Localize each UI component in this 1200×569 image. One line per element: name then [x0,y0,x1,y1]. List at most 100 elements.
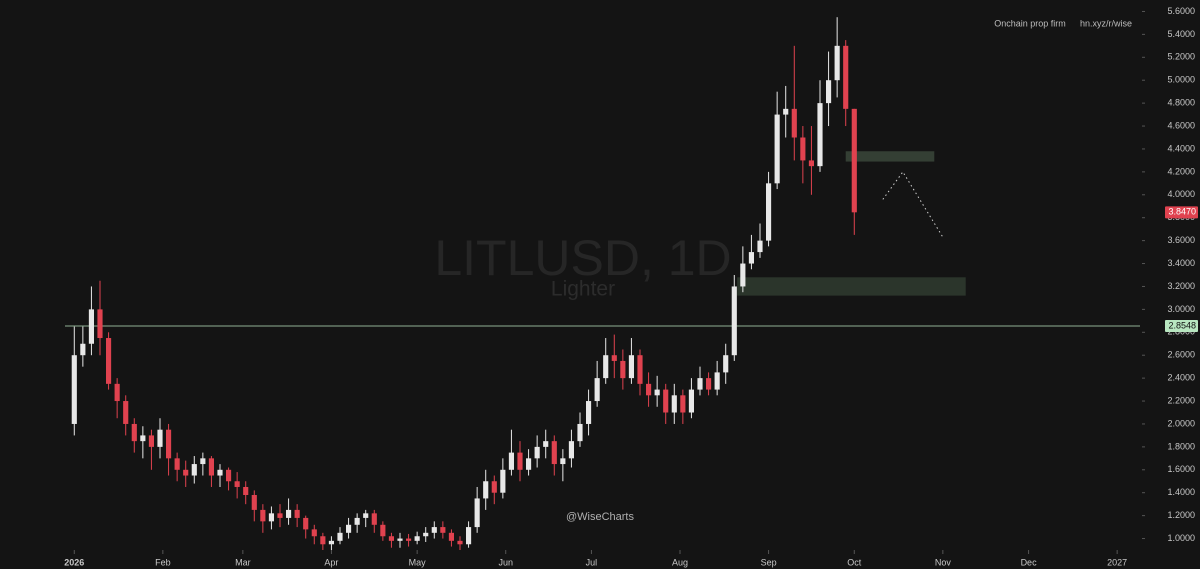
candle-body [594,378,600,402]
candle-body [740,263,746,287]
y-tick-label: 1.4000 [1167,487,1195,497]
candle-body [637,355,643,384]
candle-body [817,103,823,167]
projection-path [882,170,944,238]
candle-body [303,517,309,530]
candle-body [80,343,86,356]
candle-body [226,469,232,482]
candle-body [457,540,463,545]
candle-body [123,401,129,424]
candle-body [157,429,163,447]
candle-body [723,355,729,373]
y-tick-label: 5.2000 [1167,52,1195,62]
candle-body [697,378,703,390]
candle-body [251,495,257,510]
last-price-box [1165,206,1198,219]
candle-body [200,458,206,465]
candle-body [791,108,797,138]
candle-body [526,458,532,470]
y-tick-label: 1.2000 [1167,510,1195,520]
candle-body [431,527,437,533]
candle-body [757,240,763,253]
candle-body [243,486,249,495]
y-tick-label: 4.0000 [1167,189,1195,199]
x-tick-label: 2027 [1107,557,1127,567]
candle-body [834,45,840,81]
candle-body [97,309,103,339]
x-tick-label: Aug [672,557,688,567]
candle-body [843,45,849,109]
candle-body [851,108,857,213]
y-tick-label: 5.4000 [1167,29,1195,39]
author-tag: @WiseCharts [566,511,635,523]
y-tick-label: 2.0000 [1167,418,1195,428]
y-tick-label: 4.8000 [1167,98,1195,108]
x-tick-label: Apr [324,557,338,567]
x-tick-label: May [409,557,427,567]
candle-body [671,395,677,413]
zone [737,277,966,296]
zone [845,151,935,162]
candle-body [148,435,154,447]
candle-body [423,532,429,537]
y-tick-label: 5.6000 [1167,6,1195,16]
x-tick-label: Jul [586,557,598,567]
x-tick-label: Dec [1021,557,1038,567]
candle-body [208,458,214,476]
candle-body [440,527,446,533]
candle-body [380,524,386,537]
x-tick-label: Feb [155,557,171,567]
candle-body [260,509,266,522]
candle-body [234,481,240,487]
header-note: Onchain prop firm [994,18,1066,28]
y-tick-label: 1.8000 [1167,441,1195,451]
candle-body [491,481,497,493]
y-tick-label: 3.0000 [1167,304,1195,314]
y-tick-label: 3.4000 [1167,258,1195,268]
candle-body [140,435,146,442]
candle-body [500,469,506,493]
y-tick-label: 5.0000 [1167,75,1195,85]
header-note: hn.xyz/r/wise [1080,18,1132,28]
x-tick-label: Sep [761,557,777,567]
candle-body [586,401,592,424]
candle-body [474,498,480,528]
candle-body [603,355,609,379]
watermark-subtitle: Lighter [551,278,615,301]
candle-body [268,513,274,522]
candle-body [337,532,343,541]
candle-body [388,536,394,541]
candle-body [560,458,566,465]
candle-body [311,529,317,537]
candle-body [174,458,180,470]
candle-body [620,360,626,379]
candle-body [654,389,660,396]
candle-body [646,383,652,396]
candle-body [71,355,77,424]
x-tick-label: Nov [935,557,952,567]
candle-body [131,423,137,442]
candle-body [714,372,720,390]
candle-body [680,395,686,413]
candle-body [628,355,634,379]
candle-body [286,509,292,518]
candle-body [346,524,352,533]
last-price-label: 3.8470 [1168,207,1196,217]
candle-body [748,252,754,264]
candle-body [191,464,197,476]
candle-body [320,536,326,545]
watermark-title: LITLUSD, 1D [434,230,731,286]
candle-body [688,389,694,413]
y-tick-label: 2.2000 [1167,395,1195,405]
candle-body [783,108,789,115]
candle-body [406,538,412,541]
x-tick-label: Oct [847,557,862,567]
y-tick-label: 4.4000 [1167,143,1195,153]
candle-body [706,378,712,390]
candle-body [551,441,557,465]
candle-body [731,286,737,356]
y-tick-label: 2.6000 [1167,350,1195,360]
level-price-label: 2.8548 [1168,320,1196,330]
candle-body [808,160,814,167]
